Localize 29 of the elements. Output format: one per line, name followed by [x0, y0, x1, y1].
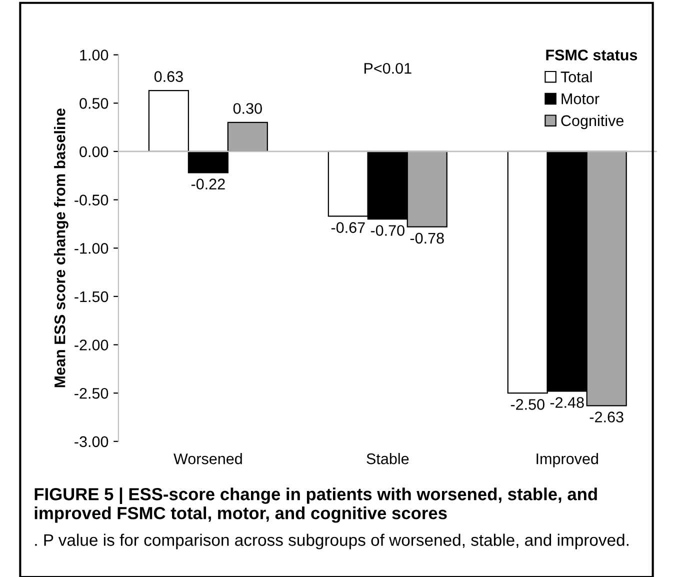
- data-label: 0.63: [154, 71, 183, 82]
- data-label: -0.78: [410, 232, 444, 244]
- data-label: -0.22: [191, 178, 225, 190]
- legend-label: Total: [560, 71, 592, 82]
- x-tick-label: Improved: [536, 453, 598, 468]
- x-tick-label: Stable: [366, 453, 409, 464]
- data-label: -2.48: [550, 397, 584, 408]
- data-label: -0.67: [331, 222, 365, 233]
- text: . P value is for comparison across subgroups of worsened, stable, and improved.: [35, 534, 628, 550]
- y-axis-title: Mean ESS score change from baseline: [54, 108, 68, 388]
- data-label: -2.50: [510, 399, 544, 410]
- y-tick-label: 0.00: [80, 146, 108, 158]
- y-tick-label: 1.00: [80, 50, 108, 60]
- data-label: -2.63: [590, 412, 624, 422]
- y-tick-label: -2.00: [74, 340, 108, 350]
- data-label: 0.30: [233, 103, 262, 114]
- caption: FIGURE 5 | ESS-score change in patients with worsened, stable, and improved FSMC total, motor, and cognitive scores: [34, 488, 597, 523]
- y-tick-label: 0.50: [80, 98, 108, 109]
- y-tick-label: -1.00: [74, 242, 108, 254]
- y-tick-label: -3.00: [74, 436, 108, 448]
- legend-label: Cognitive: [561, 114, 624, 130]
- annotation: P<0.01: [364, 62, 412, 74]
- y-tick-label: -1.50: [74, 291, 108, 302]
- y-tick-label: -2.50: [74, 388, 108, 399]
- legend-label: Motor: [562, 94, 600, 104]
- y-tick-label: -0.50: [74, 194, 108, 206]
- legend-title: FSMC status: [546, 50, 638, 60]
- x-tick-label: Worsened: [174, 453, 242, 464]
- data-label: -0.70: [370, 225, 404, 236]
